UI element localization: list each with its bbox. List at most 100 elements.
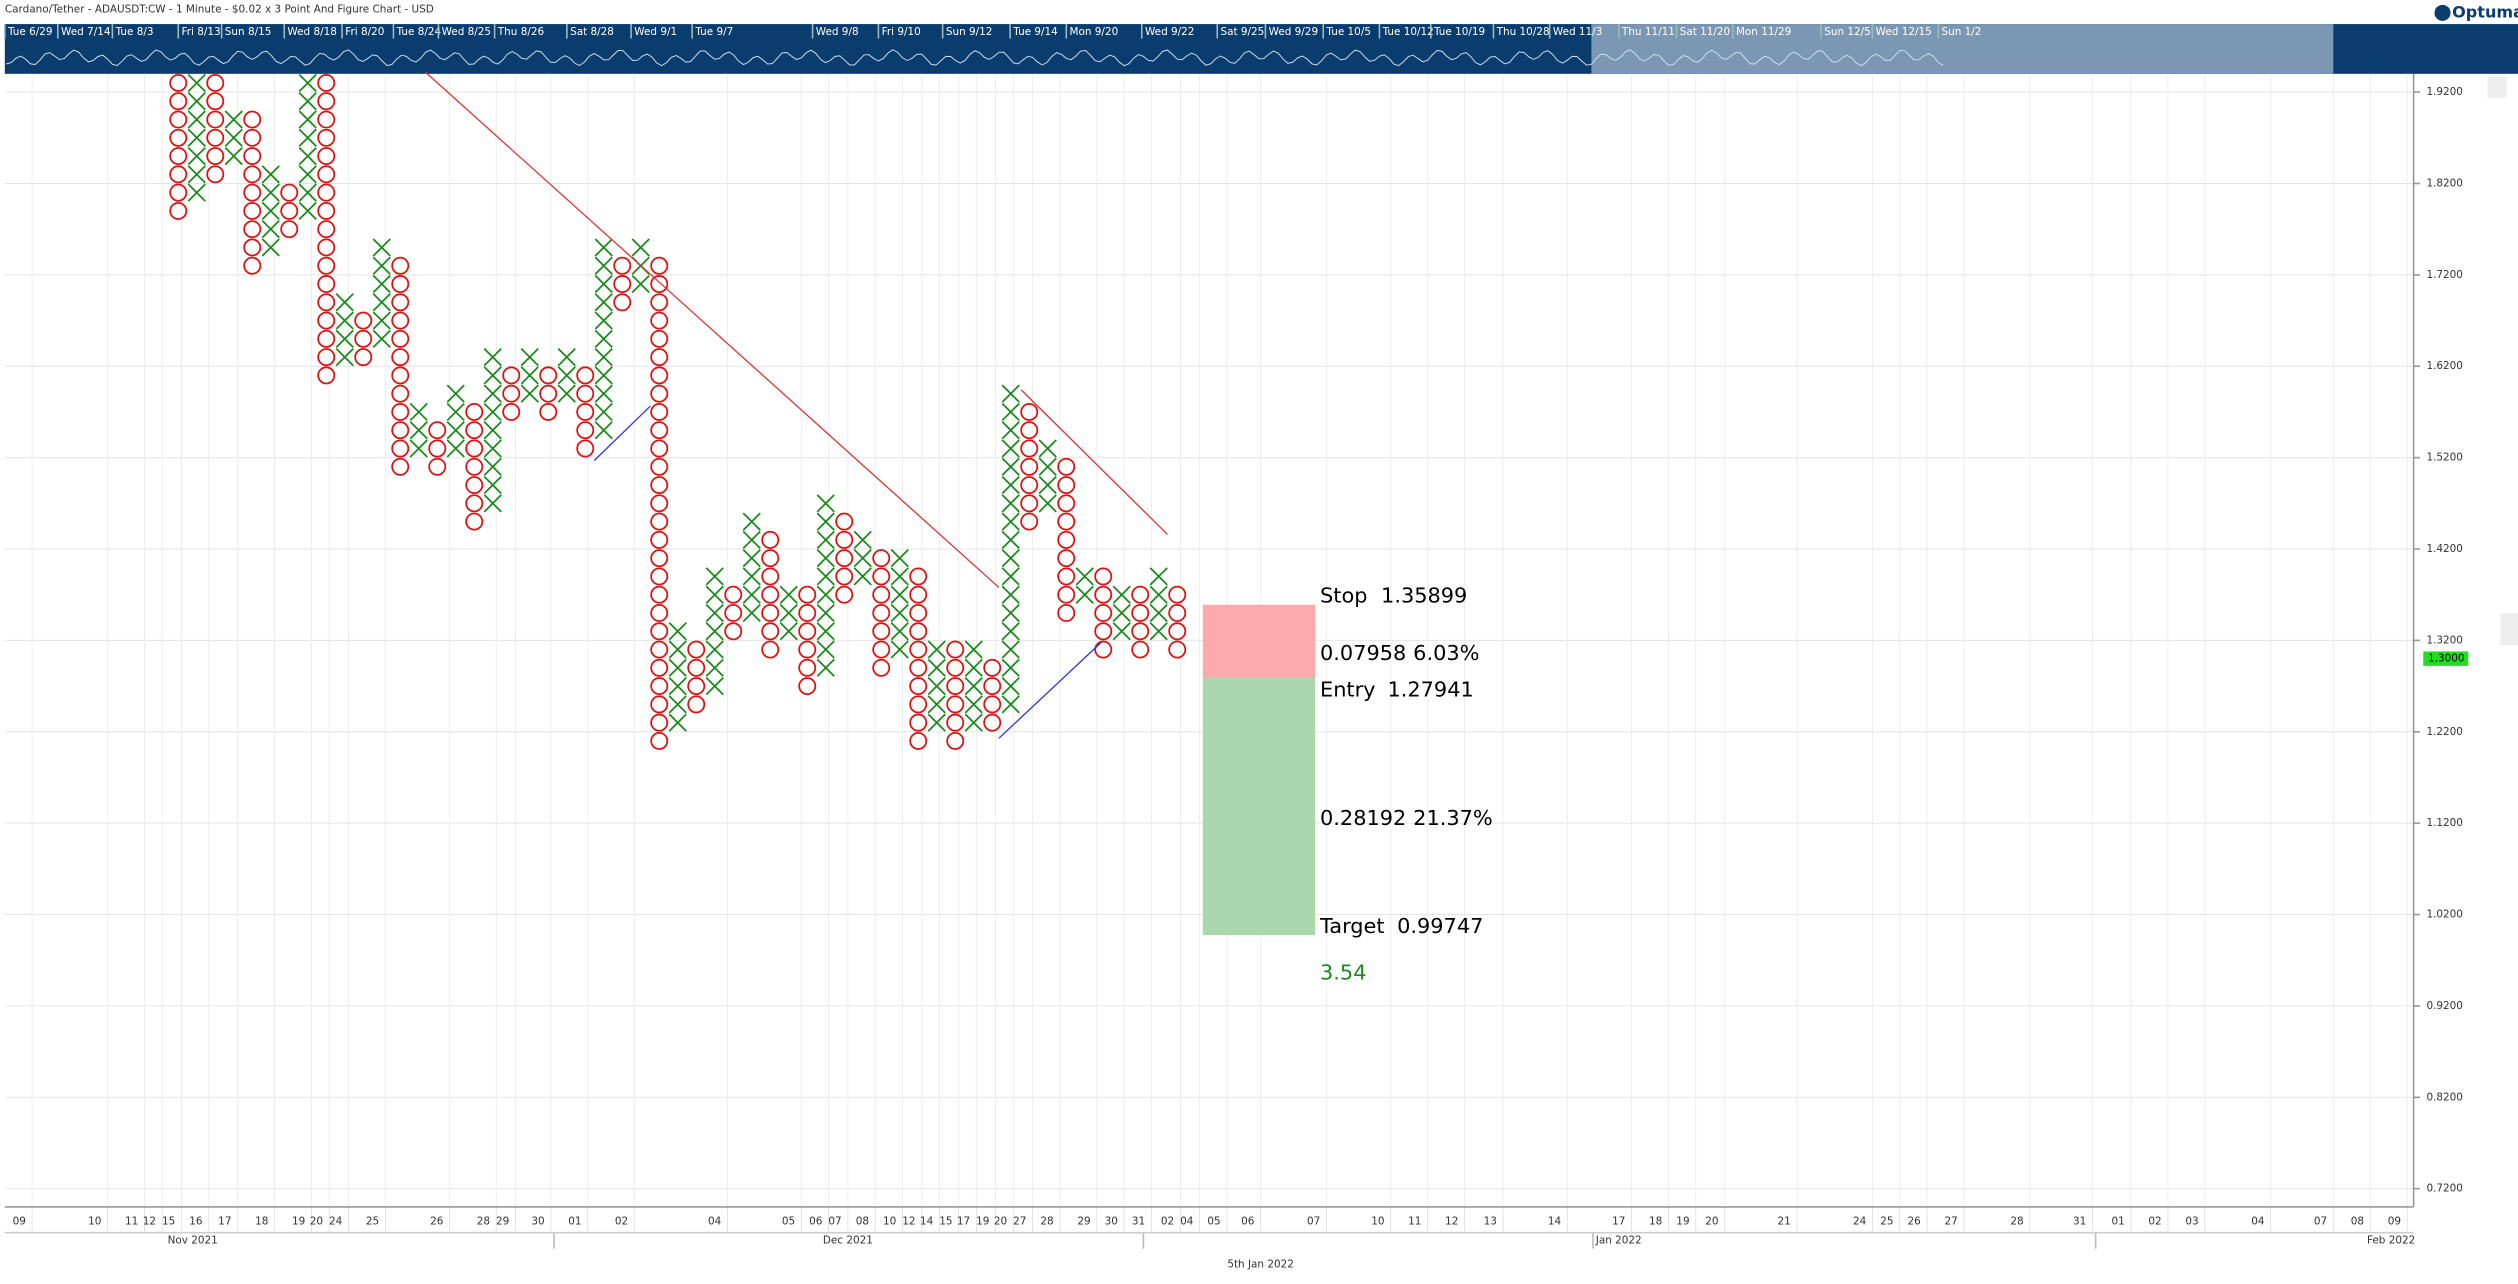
pf-column [261, 165, 280, 257]
o-box [798, 658, 817, 677]
x-box [1038, 475, 1057, 495]
o-box [465, 421, 484, 440]
x-box [483, 457, 502, 476]
o-box [1094, 622, 1113, 641]
pf-column [428, 421, 447, 476]
o-box [835, 549, 854, 568]
x-box [1001, 695, 1020, 714]
x-box [298, 92, 317, 111]
o-box [391, 421, 410, 440]
o-box [243, 183, 262, 202]
pf-column [1094, 567, 1113, 659]
month-label: Feb 2022 [2367, 1235, 2415, 1247]
x-box [816, 658, 835, 677]
x-tick-label: 11 [125, 1215, 138, 1227]
reward-zone [1202, 677, 1316, 936]
pf-column [1112, 585, 1131, 641]
o-box [909, 585, 928, 604]
y-tick-label: 0.9200 [2426, 1000, 2462, 1012]
lock-button[interactable] [2487, 77, 2507, 98]
o-box [650, 494, 669, 513]
o-box [317, 110, 336, 129]
x-box [1001, 567, 1020, 586]
pf-column [724, 585, 743, 641]
navigator-label: Tue 8/3 [115, 26, 154, 38]
x-tick-label: 20 [310, 1215, 323, 1227]
x-box [483, 366, 502, 385]
x-box [705, 640, 724, 659]
x-box [668, 640, 687, 659]
pf-column [798, 585, 817, 696]
o-box [1057, 476, 1076, 495]
x-tick-label: 15 [939, 1215, 952, 1227]
x-tick-label: 08 [856, 1215, 869, 1227]
o-box [354, 329, 373, 348]
y-tick-label: 1.8200 [2426, 177, 2462, 189]
x-box [335, 311, 354, 330]
x-tick-label: 01 [568, 1215, 581, 1227]
x-tick-label: 13 [1484, 1215, 1497, 1227]
collapse-button[interactable] [2500, 613, 2518, 646]
x-box [298, 73, 317, 93]
o-box [465, 476, 484, 495]
o-box [909, 695, 928, 714]
x-box [1038, 494, 1057, 513]
target-label-value: 0.99747 [1397, 914, 1483, 938]
o-box [391, 329, 410, 348]
o-box [1020, 476, 1039, 495]
x-box [816, 567, 835, 586]
x-box [483, 439, 502, 458]
navigator-label: Sun 8/15 [225, 26, 272, 38]
pf-column [613, 256, 632, 312]
target-label: Target [1319, 914, 1385, 938]
o-box [613, 256, 632, 275]
x-box [668, 695, 687, 714]
o-box [391, 256, 410, 275]
x-box [409, 402, 428, 422]
x-tick-label: 20 [1705, 1215, 1718, 1227]
x-box [187, 128, 206, 147]
o-box [946, 695, 965, 714]
o-box [391, 457, 410, 476]
x-box [705, 603, 724, 623]
trend-line[interactable] [593, 405, 651, 462]
x-box [261, 238, 280, 257]
o-box [317, 74, 336, 92]
o-box [946, 677, 965, 696]
y-tick-label: 1.1200 [2426, 817, 2462, 829]
pf-column [539, 366, 558, 421]
navigator-label: Tue 10/19 [1433, 26, 1485, 38]
x-tick-label: 05 [1207, 1215, 1220, 1227]
o-box [650, 384, 669, 403]
o-box [1057, 567, 1076, 586]
x-box [298, 146, 317, 166]
x-box [557, 384, 576, 403]
pf-column [169, 74, 188, 220]
pf-column [872, 549, 891, 677]
navigator-window[interactable] [1591, 24, 2334, 74]
o-box [1057, 494, 1076, 513]
o-box [650, 604, 669, 622]
o-box [169, 92, 188, 111]
o-box [650, 713, 669, 732]
x-box [594, 329, 613, 348]
pf-column [890, 549, 909, 659]
o-box [872, 604, 891, 622]
x-box [594, 311, 613, 330]
x-tick-label: 31 [1132, 1215, 1145, 1227]
trend-line[interactable] [1020, 389, 1168, 535]
trend-line[interactable] [998, 641, 1103, 739]
x-box [964, 695, 983, 714]
o-box [576, 439, 595, 458]
x-box [1001, 658, 1020, 677]
trend-line[interactable] [425, 71, 1000, 588]
o-box [317, 366, 336, 385]
x-tick-label: 18 [255, 1215, 268, 1227]
logo: Optuma [2452, 2, 2518, 21]
o-box [650, 402, 669, 421]
o-box [909, 640, 928, 659]
o-box [650, 585, 669, 604]
o-box [761, 604, 780, 622]
x-box [520, 366, 539, 385]
x-box [668, 676, 687, 696]
